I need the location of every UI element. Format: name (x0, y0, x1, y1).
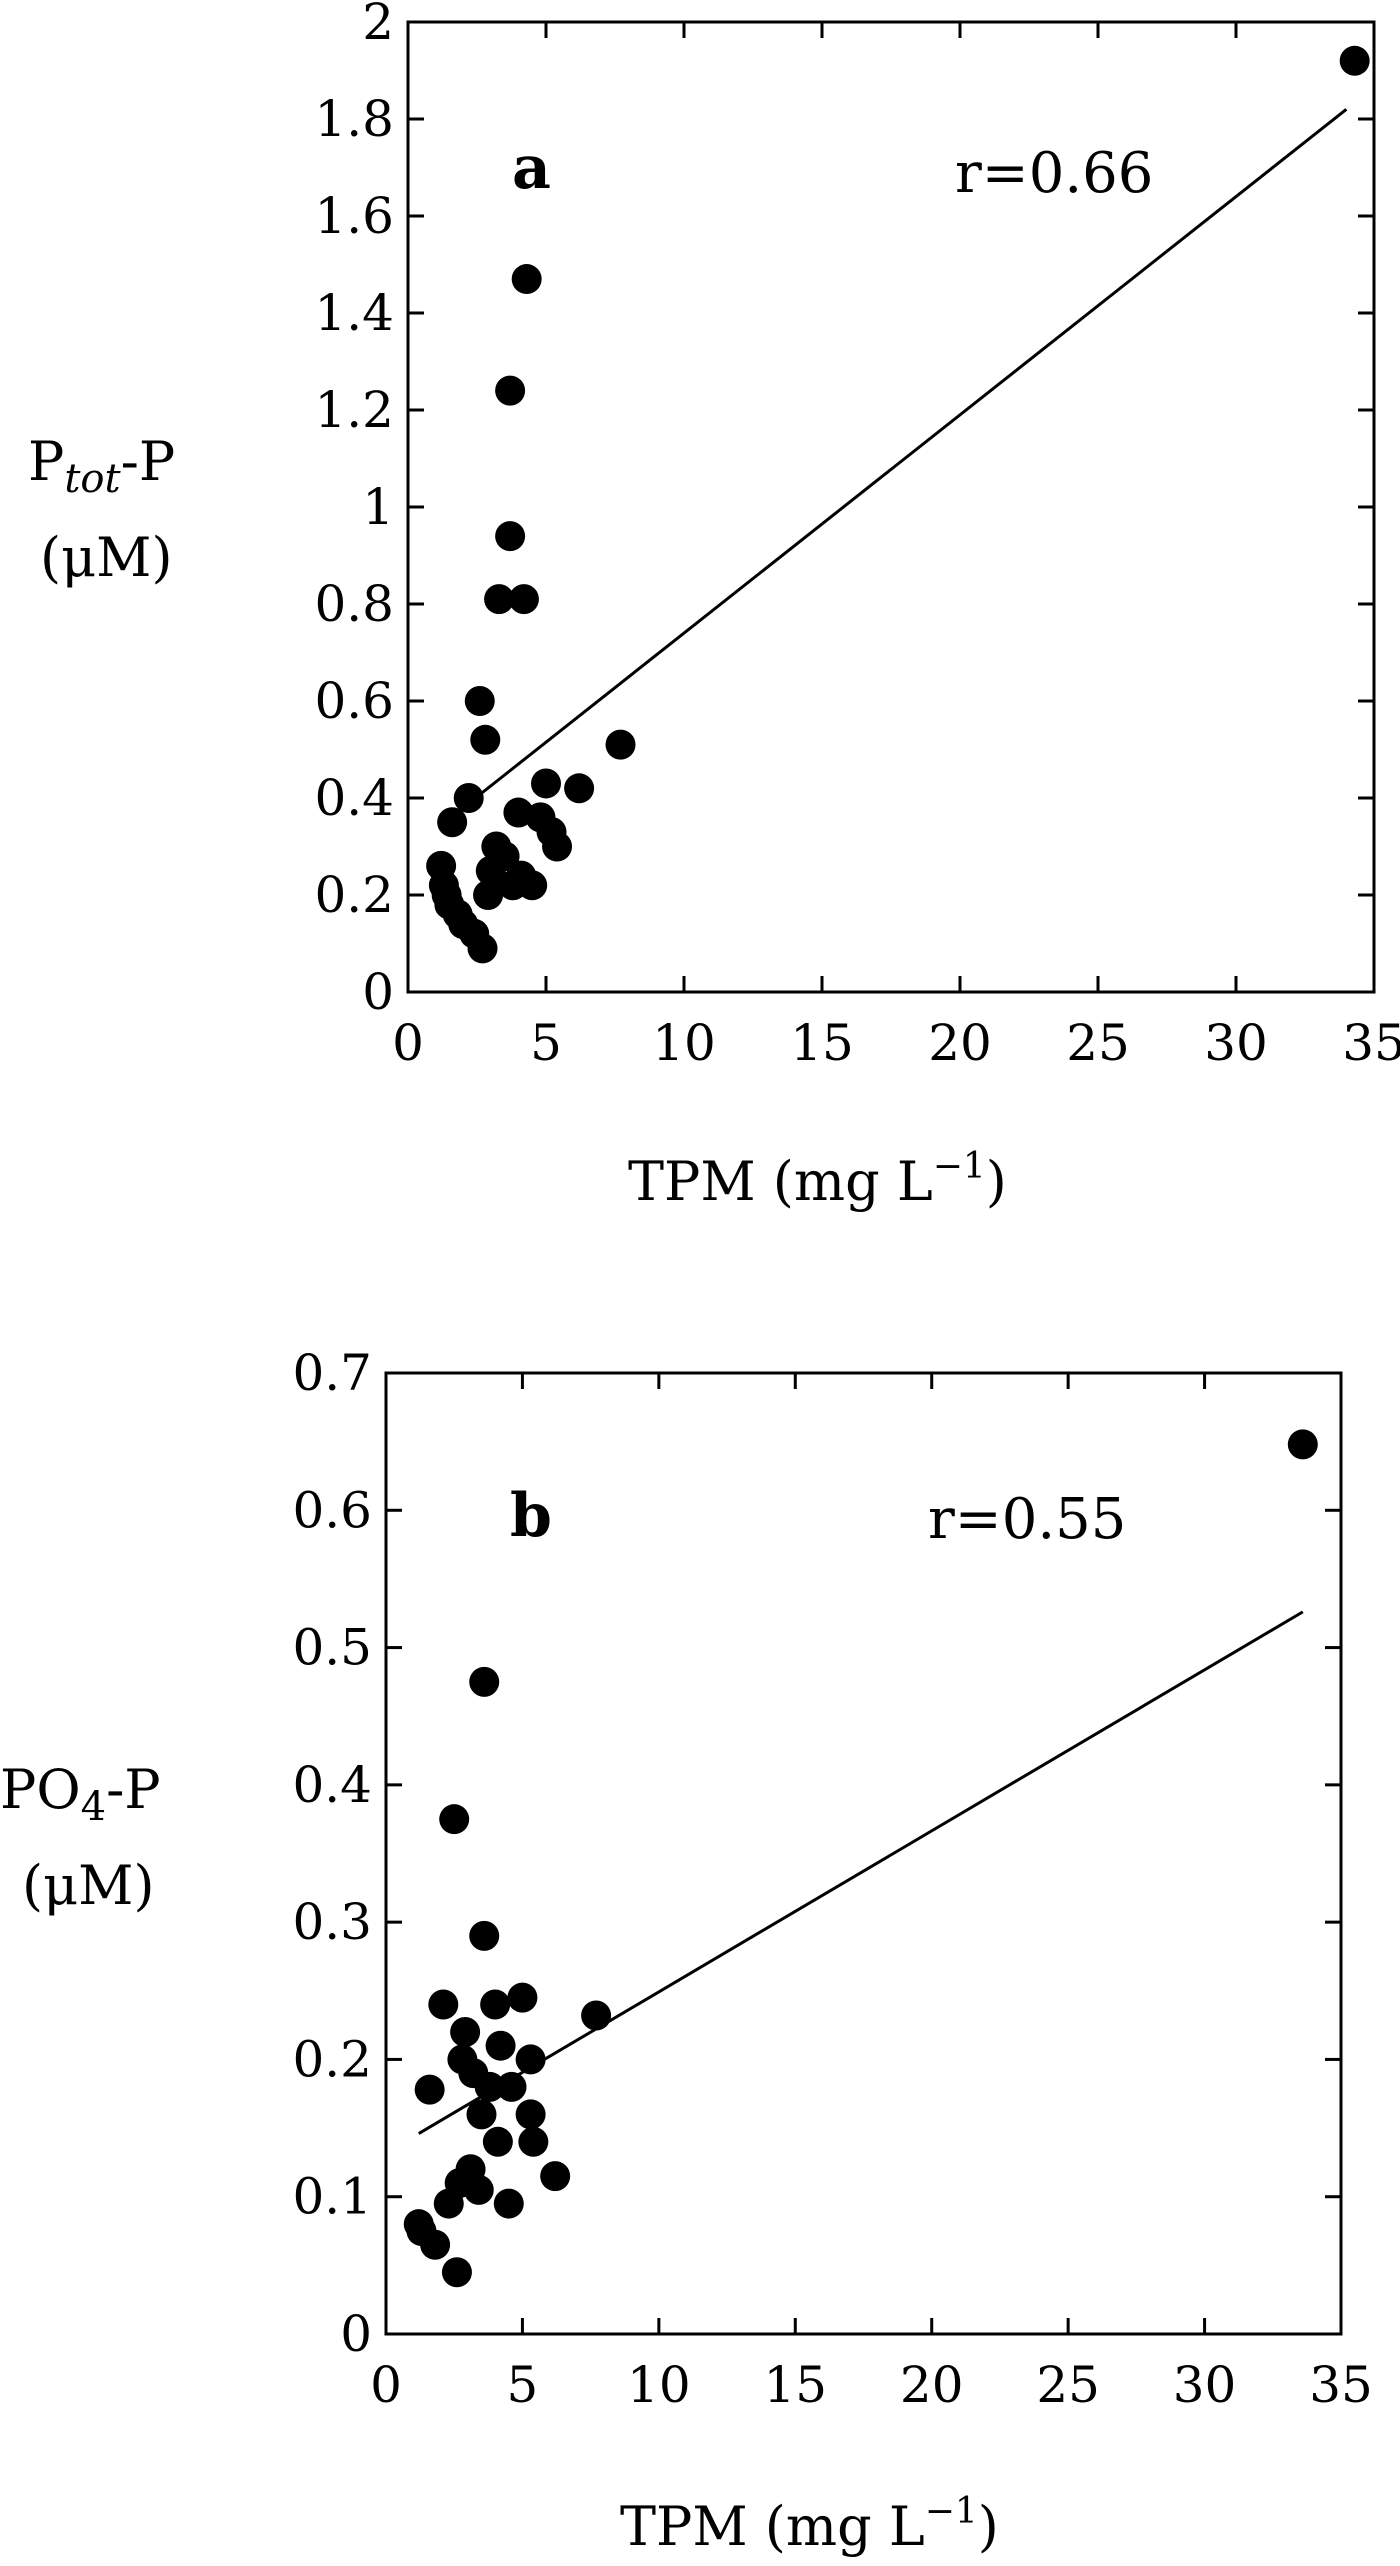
y-tick-label: 0.2 (292, 2030, 372, 2088)
data-point (564, 773, 595, 804)
x-tick-label: 35 (1342, 1014, 1400, 1072)
data-point (511, 264, 542, 295)
data-point (441, 2257, 472, 2288)
regression-line-b (417, 1610, 1304, 2135)
x-axis-label-a: TPM (mg L−1) (628, 1146, 1007, 1213)
data-point (482, 2126, 513, 2157)
points-b (403, 1429, 1318, 2288)
panel-label-b: b (510, 1481, 552, 1551)
x-tick-label: 30 (1173, 2356, 1237, 2414)
x-tick-label: 10 (652, 1014, 716, 1072)
data-point (484, 584, 515, 615)
y-axis-label-a: Ptot-P (28, 430, 175, 502)
data-point (542, 831, 573, 862)
data-point (464, 686, 495, 716)
y-tick-label: 1.2 (314, 381, 394, 439)
plot-frame-b (384, 1371, 1343, 2336)
points-a (426, 45, 1370, 964)
data-point (493, 2188, 524, 2219)
y-tick-label: 0.7 (292, 1344, 372, 1402)
ticks-a: 0 5 10 15 20 25 30 35 0 0.2 0.4 0.6 0.8 1 1.2 1.4 1.6 1.8… (314, 0, 1400, 1072)
x-tick-label: 20 (928, 1014, 992, 1072)
y-tick-label: 0.5 (292, 1619, 372, 1677)
data-point (469, 1666, 500, 1697)
correlation-annotation-b: r=0.55 (928, 1487, 1126, 1552)
y-tick-label: 1.6 (314, 187, 394, 245)
y-tick-label: 0 (362, 963, 394, 1021)
data-point (428, 1989, 459, 2020)
data-point (531, 768, 561, 799)
x-tick-label: 25 (1036, 2356, 1100, 2414)
panel-b: 0 5 10 15 20 25 30 35 0 0.1 0.2 0.3 0.4 0.5 0.6 0.7 b r… (0, 1344, 1373, 2558)
data-point (420, 2229, 451, 2260)
y-axis-unit-a: (μM) (40, 526, 173, 589)
data-point (467, 933, 498, 964)
y-tick-label: 0.3 (292, 1893, 372, 1951)
data-point (581, 2000, 612, 2031)
y-tick-label: 0.1 (292, 2168, 372, 2226)
data-point (437, 807, 468, 838)
data-point (473, 880, 504, 910)
data-point (515, 2099, 546, 2130)
data-point (605, 729, 636, 760)
data-point (474, 2071, 505, 2102)
x-tick-label: 0 (370, 2356, 402, 2414)
y-tick-label: 1.4 (314, 284, 394, 342)
data-point (517, 870, 548, 901)
data-point (495, 375, 526, 406)
data-point (1287, 1429, 1318, 1460)
data-point (466, 2099, 497, 2130)
x-tick-label: 25 (1066, 1014, 1130, 1072)
data-point (1339, 45, 1370, 76)
y-tick-label: 1.8 (314, 90, 394, 148)
y-tick-label: 0.4 (292, 1756, 372, 1814)
data-point (463, 2174, 494, 2205)
data-point (439, 1804, 470, 1835)
data-point (469, 1920, 500, 1951)
x-tick-label: 15 (763, 2356, 827, 2414)
y-tick-label: 0 (340, 2305, 372, 2363)
x-tick-label: 20 (900, 2356, 964, 2414)
x-tick-label: 5 (530, 1014, 562, 1072)
y-tick-label: 0.6 (314, 672, 394, 730)
y-axis-label-b: PO4-P (0, 1758, 161, 1830)
panel-label-a: a (512, 133, 551, 203)
x-tick-label: 5 (507, 2356, 539, 2414)
data-point (518, 2126, 549, 2157)
y-axis-unit-b: (μM) (22, 1854, 155, 1917)
data-point (515, 2044, 546, 2075)
regression-line-a (462, 108, 1348, 809)
data-point (485, 2030, 516, 2061)
data-point (496, 2071, 527, 2102)
data-point (450, 2016, 481, 2047)
y-tick-label: 0.4 (314, 769, 394, 827)
data-point (453, 783, 484, 813)
data-point (507, 1982, 538, 2013)
y-tick-label: 0.6 (292, 1481, 372, 1539)
y-tick-label: 0.8 (314, 575, 394, 633)
x-tick-label: 10 (627, 2356, 691, 2414)
x-axis-label-b: TPM (mg L−1) (620, 2491, 999, 2558)
data-point (480, 1989, 511, 2020)
panel-a: 0 5 10 15 20 25 30 35 0 0.2 0.4 0.6 0.8 1 1.2 1.4 1.6 1.8… (28, 0, 1400, 1213)
y-tick-label: 1 (362, 478, 394, 536)
ticks-b: 0 5 10 15 20 25 30 35 0 0.1 0.2 0.3 0.4 0.5 0.6 0.7 (292, 1344, 1372, 2414)
x-tick-label: 35 (1309, 2356, 1373, 2414)
data-point (508, 584, 539, 615)
y-tick-label: 0.2 (314, 866, 394, 924)
y-tick-label: 2 (362, 0, 394, 51)
x-tick-label: 0 (392, 1014, 424, 1072)
x-tick-label: 15 (790, 1014, 854, 1072)
data-point (540, 2161, 571, 2192)
data-point (470, 724, 501, 755)
correlation-annotation-a: r=0.66 (955, 141, 1153, 206)
x-tick-label: 30 (1204, 1014, 1268, 1072)
data-point (495, 521, 526, 552)
data-point (414, 2074, 445, 2105)
